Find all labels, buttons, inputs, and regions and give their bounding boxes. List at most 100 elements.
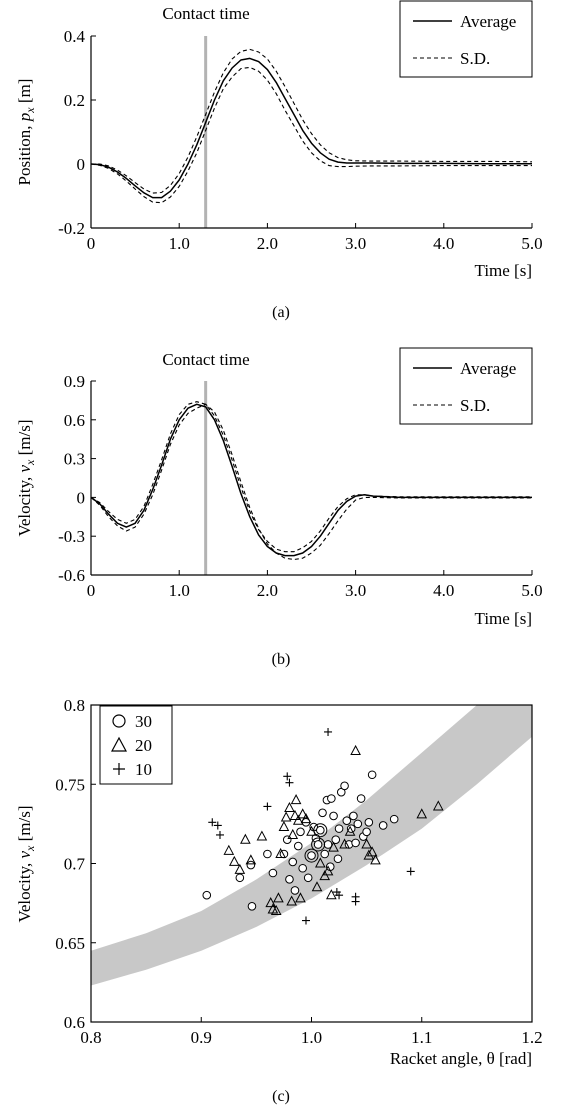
contact-time-line [204, 36, 208, 228]
point-30 [389, 814, 399, 824]
point-20 [363, 849, 375, 860]
point-20 [350, 744, 361, 755]
x-tick-label: 3.0 [345, 581, 366, 600]
point-20 [240, 833, 251, 844]
x-tick-label: 3.0 [345, 234, 366, 253]
point-20 [290, 794, 302, 805]
point-20 [289, 809, 301, 820]
legend-label-average: Average [460, 12, 516, 31]
x-tick-label: 1.0 [169, 581, 190, 600]
x-tick-label: 5.0 [521, 581, 542, 600]
legend-label-20: 20 [135, 736, 152, 755]
point-20 [265, 897, 277, 908]
point-10 [301, 916, 310, 925]
x-axis-label: Time [s] [475, 261, 532, 280]
contact-time-marker [204, 36, 208, 228]
legend-marker-circle [112, 714, 126, 728]
y-tick-label: 0.8 [64, 696, 85, 715]
point-30-highlight [304, 848, 319, 863]
point-30 [202, 890, 212, 900]
point-30 [288, 857, 298, 867]
point-30-highlight [311, 837, 326, 852]
caption-b: (b) [272, 651, 291, 668]
y-tick-label: 0.7 [64, 855, 86, 874]
y-axis-ticks: 0.6 0.65 0.7 0.75 0.8 [55, 696, 96, 1032]
series-line-sd-1 [90, 401, 532, 553]
series-lines [90, 401, 532, 561]
y-tick-label: 0.6 [64, 1013, 85, 1032]
series-line-sd-2 [90, 403, 532, 561]
legend-label-sd: S.D. [460, 396, 490, 415]
point-20 [228, 855, 240, 866]
annotation-contact-time: Contact time [162, 4, 249, 23]
x-tick-label: 1.2 [521, 1028, 542, 1047]
point-20 [278, 820, 290, 832]
point-20 [326, 889, 337, 900]
legend-label-sd: S.D. [460, 49, 490, 68]
point-30 [296, 827, 305, 837]
series-line-average [90, 403, 532, 557]
point-20 [344, 825, 356, 836]
point-30 [362, 827, 371, 837]
x-tick-label: 0 [87, 234, 96, 253]
point-30 [290, 886, 300, 895]
point-20 [256, 830, 268, 841]
point-30 [285, 875, 294, 884]
point-30 [340, 781, 349, 791]
x-tick-label: 4.0 [433, 234, 454, 253]
point-30 [318, 808, 327, 818]
x-tick-label: 5.0 [521, 234, 542, 253]
x-tick-label: 0.8 [80, 1028, 101, 1047]
caption-a: (a) [272, 304, 290, 321]
point-10 [215, 830, 224, 839]
x-axis-ticks: 0.8 0.9 1.0 1.1 1.2 [80, 1017, 543, 1047]
contact-time-line [204, 381, 208, 575]
legend-label-average: Average [460, 359, 516, 378]
point-30 [316, 825, 325, 835]
legend-label-30: 30 [135, 712, 152, 731]
point-20 [322, 865, 334, 876]
y-tick-label: 0.75 [55, 775, 85, 794]
point-20 [280, 811, 292, 822]
y-axis-ticks: -0.6 -0.3 0 0.3 0.6 0.9 [58, 372, 96, 585]
x-axis-ticks: 0 1.0 2.0 3.0 4.0 5.0 [87, 570, 543, 600]
series-line-average [90, 57, 532, 199]
point-20 [314, 857, 326, 868]
series-lines [90, 48, 533, 204]
panel-c: 0.8 0.9 1.0 1.1 1.2 0.6 0.65 0.7 0.75 0.8 Racket… [15, 696, 543, 1105]
point-20 [311, 881, 323, 892]
y-tick-label: -0.6 [58, 566, 85, 585]
point-30 [246, 860, 256, 870]
point-20 [432, 800, 444, 811]
point-20 [361, 838, 372, 849]
point-10 [263, 802, 272, 811]
y-tick-label: 0 [77, 488, 86, 507]
x-tick-label: 0 [87, 581, 96, 600]
point-30 [282, 835, 292, 845]
legend-marker-triangle [110, 736, 128, 752]
y-tick-label: 0.9 [64, 372, 85, 391]
point-30 [349, 811, 358, 821]
contact-time-marker [204, 381, 208, 575]
point-10 [351, 897, 360, 906]
point-30 [342, 816, 352, 826]
point-20 [328, 841, 339, 852]
point-20 [319, 870, 331, 881]
scatter-points [202, 727, 444, 925]
point-30 [329, 811, 338, 821]
series-line-sd-1 [91, 48, 533, 194]
point-20 [284, 801, 295, 813]
x-axis-label: Time [s] [475, 609, 532, 628]
legend: 30 20 10 [99, 705, 173, 785]
point-30 [268, 868, 278, 878]
y-tick-label: -0.2 [58, 219, 85, 238]
y-axis-label: Position, px [m] [15, 79, 37, 186]
point-30 [364, 817, 374, 827]
point-20 [223, 844, 235, 855]
x-tick-label: 4.0 [433, 581, 454, 600]
y-tick-label: 0.2 [64, 91, 85, 110]
y-axis-label: Velocity, vx [m/s] [15, 805, 37, 922]
x-tick-label: 1.1 [411, 1028, 432, 1047]
point-20 [339, 838, 350, 849]
